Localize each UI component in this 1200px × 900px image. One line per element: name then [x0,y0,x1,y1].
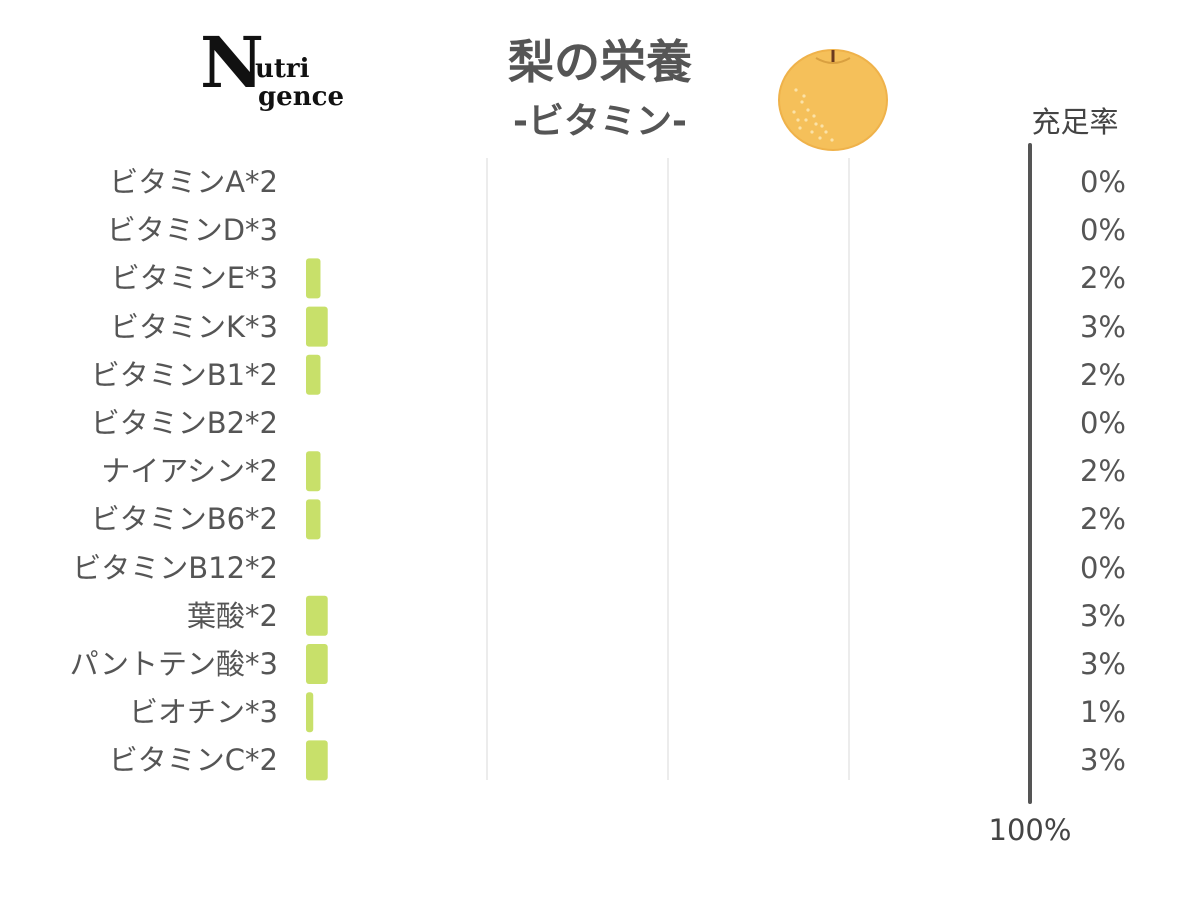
category-label: ビタミンK*3 [110,309,278,344]
bar-9 [306,595,328,636]
bar-6 [306,451,321,492]
bar-11 [306,692,314,733]
value-label: 2% [1079,261,1126,296]
bar-12 [306,740,328,781]
category-label: ビタミンA*2 [109,165,278,199]
category-label: ビタミンB2*2 [90,406,278,440]
scale-max-label: 100% [988,813,1072,847]
category-label: ビタミンB6*2 [90,502,278,537]
bar-7 [306,499,321,540]
value-label: 3% [1079,647,1126,681]
value-label: 0% [1079,406,1126,440]
bar-2 [306,258,321,299]
category-label: ビタミンD*3 [106,213,278,248]
bar-10 [306,644,328,684]
category-label: 葉酸*2 [187,598,278,633]
value-label: 3% [1079,598,1126,633]
bar-4 [306,354,321,395]
category-label: パントテン酸*3 [69,647,278,681]
value-label: 2% [1079,357,1126,392]
logo-line-1: utri [255,54,310,84]
category-label: ビタミンE*3 [110,261,278,296]
chart-title: 梨の栄養 [508,35,692,89]
pear-icon [778,49,888,151]
category-label: ビタミンC*2 [108,743,278,778]
category-label: ビタミンB12*2 [72,550,278,585]
value-label: 2% [1079,502,1126,537]
value-label: 1% [1079,695,1126,730]
value-label: 0% [1079,550,1126,585]
bar-3 [306,306,328,347]
value-label: 3% [1079,309,1126,344]
value-label: 0% [1079,165,1126,199]
category-label: ナイアシン*2 [101,454,278,489]
logo-line-2: gence [258,82,344,112]
fulfillment-rate-header: 充足率 [1031,105,1119,139]
logo-letter-n: N [200,21,264,104]
nutrigence-logo: N utri gence [200,28,370,138]
value-label: 3% [1079,743,1126,778]
category-label: ビタミンB1*2 [90,357,278,392]
chart-subtitle: -ビタミン- [513,101,687,142]
value-label: 2% [1079,454,1126,489]
value-label: 0% [1079,213,1126,248]
category-label: ビオチン*3 [129,695,278,730]
